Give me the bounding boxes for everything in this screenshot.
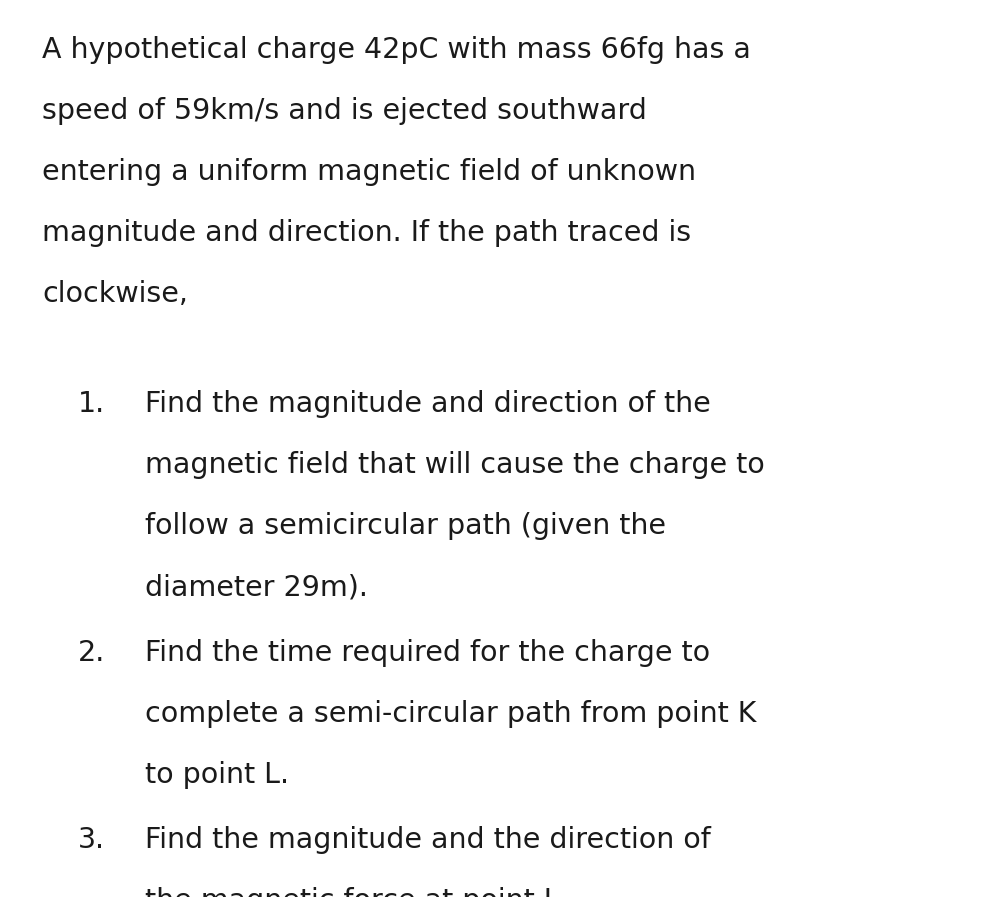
Text: clockwise,: clockwise, [42,280,188,308]
Text: magnetic field that will cause the charge to: magnetic field that will cause the charg… [145,451,765,479]
Text: 1.: 1. [78,390,105,418]
Text: magnitude and direction. If the path traced is: magnitude and direction. If the path tra… [42,219,691,247]
Text: speed of 59km/s and is ejected southward: speed of 59km/s and is ejected southward [42,97,647,125]
Text: entering a uniform magnetic field of unknown: entering a uniform magnetic field of unk… [42,158,696,186]
Text: complete a semi-circular path from point K: complete a semi-circular path from point… [145,700,757,727]
Text: diameter 29m).: diameter 29m). [145,573,368,601]
Text: 2.: 2. [78,639,105,666]
Text: Find the magnitude and the direction of: Find the magnitude and the direction of [145,826,711,854]
Text: to point L.: to point L. [145,761,289,788]
Text: Find the magnitude and direction of the: Find the magnitude and direction of the [145,390,711,418]
Text: follow a semicircular path (given the: follow a semicircular path (given the [145,512,666,540]
Text: Find the time required for the charge to: Find the time required for the charge to [145,639,711,666]
Text: the magnetic force at point L.: the magnetic force at point L. [145,887,569,897]
Text: 3.: 3. [78,826,105,854]
Text: A hypothetical charge 42pC with mass 66fg has a: A hypothetical charge 42pC with mass 66f… [42,36,751,64]
